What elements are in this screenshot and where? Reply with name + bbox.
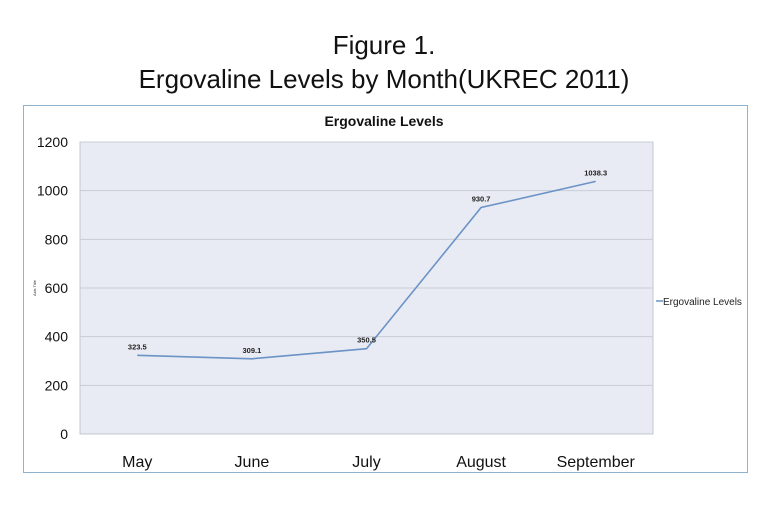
data-labels: 323.5 309.1 350.5 930.7 1038.3 <box>128 168 607 354</box>
x-tick-label-may: May <box>122 454 152 471</box>
data-label-september: 1038.3 <box>584 168 607 177</box>
figure-title-line2: Ergovaline Levels by Month(UKREC 2011) <box>138 64 630 94</box>
y-tick-label-200: 200 <box>45 377 69 393</box>
x-tick-label-august: August <box>456 454 506 471</box>
data-label-august: 930.7 <box>472 195 491 204</box>
y-tick-label-1000: 1000 <box>37 183 68 199</box>
x-tick-label-june: June <box>235 454 270 471</box>
figure-title-line1: Figure 1. <box>332 30 436 60</box>
series-layer <box>137 180 596 360</box>
data-label-may: 323.5 <box>128 342 147 351</box>
data-label-june: 309.1 <box>243 346 262 355</box>
y-tick-label-400: 400 <box>45 329 69 345</box>
x-tick-label-september: September <box>557 454 636 471</box>
gridlines <box>80 141 653 386</box>
legend: Ergovaline Levels <box>656 297 742 308</box>
y-axis-ticks: 0 200 400 600 800 1000 1200 <box>37 134 68 442</box>
data-label-july: 350.5 <box>357 336 376 345</box>
y-axis-title: Axis Title <box>32 279 37 296</box>
chart-title: Ergovaline Levels <box>324 113 443 129</box>
x-axis-ticks: May June July August September <box>122 454 635 471</box>
x-tick-label-july: July <box>352 454 380 471</box>
series-line-ergovaline <box>137 180 596 360</box>
y-tick-label-0: 0 <box>60 426 68 442</box>
y-tick-label-600: 600 <box>45 280 69 296</box>
legend-label-ergovaline: Ergovaline Levels <box>663 297 742 308</box>
y-tick-label-800: 800 <box>45 231 69 247</box>
y-tick-label-1200: 1200 <box>37 134 68 150</box>
